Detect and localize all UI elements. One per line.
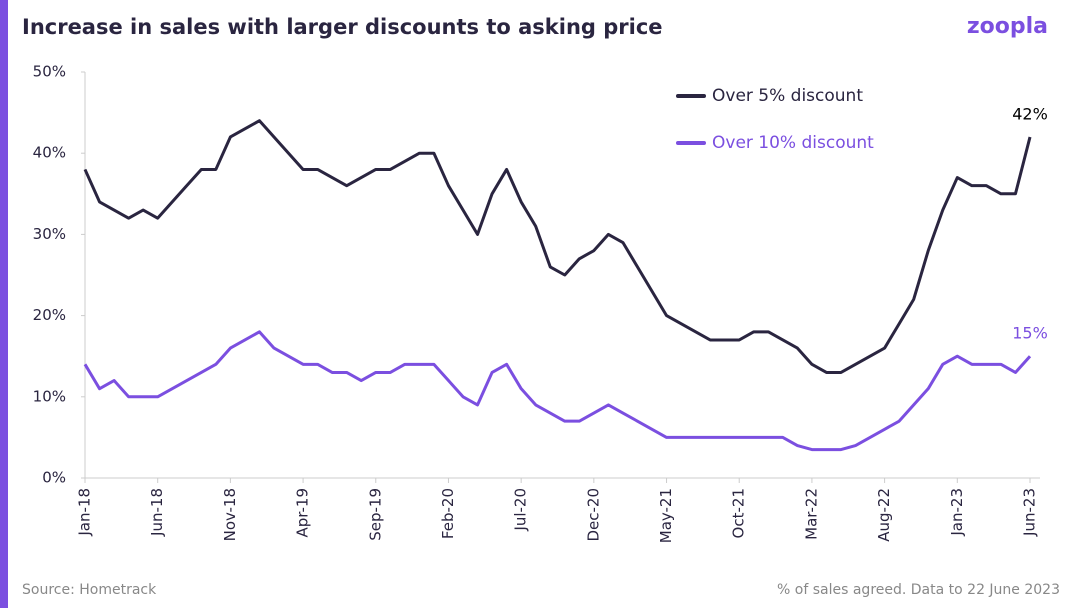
series-line xyxy=(83,119,1032,374)
x-tick-label: Jan-23 xyxy=(948,488,966,537)
x-tick-label: Jul-20 xyxy=(512,488,530,532)
note: % of sales agreed. Data to 22 June 2023 xyxy=(777,582,1060,598)
x-tick-label: Jan-18 xyxy=(76,488,94,537)
x-tick-label: Mar-22 xyxy=(802,488,820,540)
source: Source: Hometrack xyxy=(22,582,157,598)
y-tick-label: 40% xyxy=(33,144,66,162)
value-label: 15% xyxy=(1012,324,1048,343)
x-tick-label: May-21 xyxy=(657,488,675,543)
legend-label: Over 5% discount xyxy=(712,86,863,106)
x-tick-label: Apr-19 xyxy=(294,488,312,538)
y-tick-label: 20% xyxy=(33,306,66,324)
x-tick-label: Aug-22 xyxy=(875,488,893,542)
y-tick-label: 30% xyxy=(33,225,66,243)
y-tick-label: 10% xyxy=(33,387,66,405)
y-tick-label: 50% xyxy=(33,63,66,81)
y-tick-label: 0% xyxy=(42,469,66,487)
x-tick-label: Dec-20 xyxy=(584,488,602,542)
legend-label: Over 10% discount xyxy=(712,133,874,153)
accent-bar xyxy=(0,0,8,608)
x-tick-label: Feb-20 xyxy=(439,488,457,539)
brand-logo: zoopla xyxy=(967,14,1048,39)
x-tick-label: Nov-18 xyxy=(221,488,239,541)
value-label: 42% xyxy=(1012,104,1048,123)
x-tick-label: Jun-23 xyxy=(1021,488,1039,537)
x-tick-label: Sep-19 xyxy=(366,488,384,541)
chart-title: Increase in sales with larger discounts … xyxy=(22,15,663,39)
x-tick-label: Jun-18 xyxy=(148,488,166,537)
series-line xyxy=(83,330,1032,452)
x-tick-label: Oct-21 xyxy=(730,488,748,538)
